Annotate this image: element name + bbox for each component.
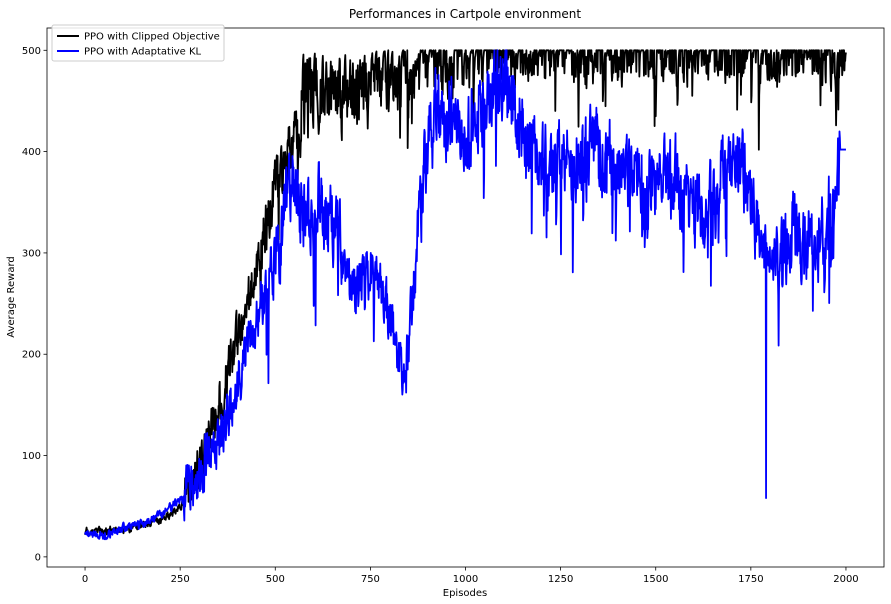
y-axis-label: Average Reward xyxy=(6,256,17,337)
legend-box xyxy=(51,24,225,62)
x-tick-label: 2000 xyxy=(833,574,858,585)
x-axis: 0 250 500 750 1000 1250 1500 1750 2000 xyxy=(82,567,859,585)
x-tick-label: 1500 xyxy=(643,574,668,585)
legend-label-adaptive: PPO with Adaptative KL xyxy=(84,47,202,58)
y-tick-label: 0 xyxy=(35,552,41,563)
chart-title: Performances in Cartpole environment xyxy=(349,7,581,21)
x-tick-label: 250 xyxy=(171,574,190,585)
series-line-clipped-objective xyxy=(84,49,847,537)
x-tick-label: 750 xyxy=(361,574,380,585)
series-line-adaptative-kl xyxy=(84,49,847,541)
x-tick-label: 1250 xyxy=(548,574,573,585)
legend: PPO with Clipped Objective PPO with Adap… xyxy=(51,24,225,62)
legend-label-clipped: PPO with Clipped Objective xyxy=(84,32,220,43)
y-tick-label: 100 xyxy=(22,451,41,462)
x-axis-label: Episodes xyxy=(443,588,487,599)
x-tick-label: 1000 xyxy=(453,574,478,585)
y-tick-label: 200 xyxy=(22,350,41,361)
plot-lines xyxy=(84,49,847,541)
y-tick-label: 300 xyxy=(22,248,41,259)
x-tick-label: 1750 xyxy=(738,574,763,585)
x-tick-label: 0 xyxy=(82,574,88,585)
x-tick-label: 500 xyxy=(266,574,285,585)
y-axis: 0 100 200 300 400 500 xyxy=(22,46,47,563)
y-tick-label: 500 xyxy=(22,46,41,57)
y-tick-label: 400 xyxy=(22,147,41,158)
